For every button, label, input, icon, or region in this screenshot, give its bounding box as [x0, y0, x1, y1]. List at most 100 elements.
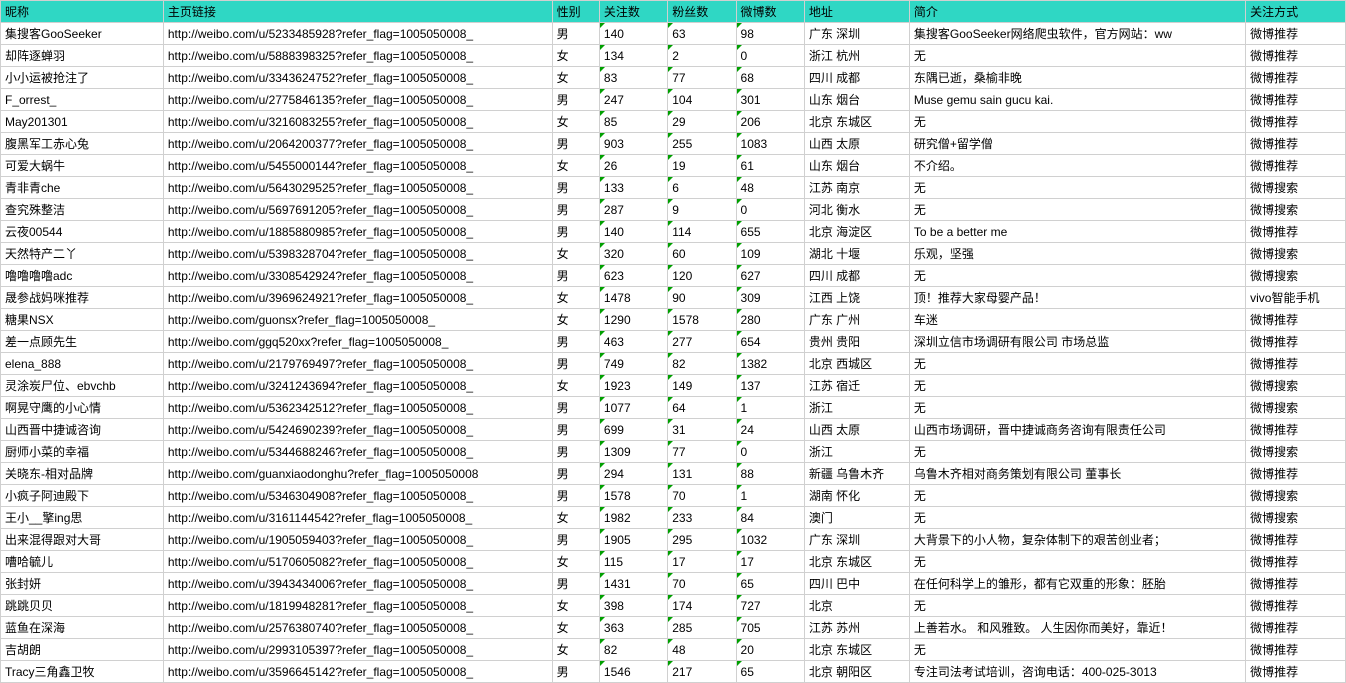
cell-addr[interactable]: 新疆 乌鲁木齐 [804, 463, 909, 485]
table-row[interactable]: 山西晋中捷诚咨询http://weibo.com/u/5424690239?re… [1, 419, 1346, 441]
cell-bio[interactable]: 乐观，坚强 [909, 243, 1245, 265]
cell-url[interactable]: http://weibo.com/u/3161144542?refer_flag… [163, 507, 552, 529]
table-row[interactable]: 关晓东-相对品牌http://weibo.com/guanxiaodonghu?… [1, 463, 1346, 485]
cell-follow[interactable]: 1982 [599, 507, 667, 529]
cell-weibo[interactable]: 48 [736, 177, 804, 199]
cell-name[interactable]: 吉胡朗 [1, 639, 164, 661]
cell-name[interactable]: 糖果NSX [1, 309, 164, 331]
cell-weibo[interactable]: 1032 [736, 529, 804, 551]
cell-method[interactable]: 微博搜索 [1246, 243, 1346, 265]
col-header-follow[interactable]: 关注数 [599, 1, 667, 23]
cell-bio[interactable]: 乌鲁木齐相对商务策划有限公司 董事长 [909, 463, 1245, 485]
cell-method[interactable]: 微博推荐 [1246, 155, 1346, 177]
cell-follow[interactable]: 133 [599, 177, 667, 199]
cell-gender[interactable]: 男 [552, 353, 599, 375]
cell-bio[interactable]: 不介绍。 [909, 155, 1245, 177]
cell-method[interactable]: 微博推荐 [1246, 45, 1346, 67]
cell-fans[interactable]: 114 [668, 221, 736, 243]
cell-addr[interactable]: 北京 海淀区 [804, 221, 909, 243]
cell-addr[interactable]: 浙江 杭州 [804, 45, 909, 67]
cell-url[interactable]: http://weibo.com/u/2576380740?refer_flag… [163, 617, 552, 639]
cell-name[interactable]: 晟参战妈咪推荐 [1, 287, 164, 309]
cell-weibo[interactable]: 65 [736, 661, 804, 683]
cell-bio[interactable]: 无 [909, 551, 1245, 573]
cell-fans[interactable]: 6 [668, 177, 736, 199]
cell-follow[interactable]: 82 [599, 639, 667, 661]
cell-name[interactable]: May201301 [1, 111, 164, 133]
cell-name[interactable]: 可爱大蜗牛 [1, 155, 164, 177]
cell-weibo[interactable]: 705 [736, 617, 804, 639]
cell-method[interactable]: 微博推荐 [1246, 595, 1346, 617]
table-row[interactable]: 噜噜噜噜adchttp://weibo.com/u/3308542924?ref… [1, 265, 1346, 287]
cell-method[interactable]: 微博推荐 [1246, 67, 1346, 89]
cell-url[interactable]: http://weibo.com/u/3596645142?refer_flag… [163, 661, 552, 683]
cell-fans[interactable]: 131 [668, 463, 736, 485]
cell-gender[interactable]: 男 [552, 89, 599, 111]
cell-addr[interactable]: 澳门 [804, 507, 909, 529]
cell-addr[interactable]: 江苏 南京 [804, 177, 909, 199]
cell-fans[interactable]: 1578 [668, 309, 736, 331]
cell-fans[interactable]: 295 [668, 529, 736, 551]
cell-name[interactable]: 噜噜噜噜adc [1, 265, 164, 287]
table-row[interactable]: 嘈哈毓儿http://weibo.com/u/5170605082?refer_… [1, 551, 1346, 573]
cell-weibo[interactable]: 61 [736, 155, 804, 177]
table-row[interactable]: 腹黑军工赤心兔http://weibo.com/u/2064200377?ref… [1, 133, 1346, 155]
cell-fans[interactable]: 174 [668, 595, 736, 617]
cell-fans[interactable]: 2 [668, 45, 736, 67]
cell-bio[interactable]: 无 [909, 265, 1245, 287]
cell-follow[interactable]: 320 [599, 243, 667, 265]
cell-bio[interactable]: 深圳立信市场调研有限公司 市场总监 [909, 331, 1245, 353]
cell-bio[interactable]: 无 [909, 441, 1245, 463]
table-row[interactable]: Tracy三角鑫卫牧http://weibo.com/u/3596645142?… [1, 661, 1346, 683]
cell-follow[interactable]: 623 [599, 265, 667, 287]
cell-weibo[interactable]: 1 [736, 485, 804, 507]
cell-method[interactable]: 微博推荐 [1246, 133, 1346, 155]
cell-gender[interactable]: 女 [552, 243, 599, 265]
cell-url[interactable]: http://weibo.com/u/5888398325?refer_flag… [163, 45, 552, 67]
cell-gender[interactable]: 女 [552, 551, 599, 573]
table-row[interactable]: May201301http://weibo.com/u/3216083255?r… [1, 111, 1346, 133]
cell-addr[interactable]: 北京 东城区 [804, 111, 909, 133]
cell-bio[interactable]: 无 [909, 485, 1245, 507]
cell-follow[interactable]: 247 [599, 89, 667, 111]
cell-bio[interactable]: 无 [909, 177, 1245, 199]
cell-gender[interactable]: 男 [552, 199, 599, 221]
cell-bio[interactable]: 在任何科学上的雏形，都有它双重的形象：胚胎 [909, 573, 1245, 595]
cell-fans[interactable]: 70 [668, 573, 736, 595]
cell-name[interactable]: 却阵逐蝉羽 [1, 45, 164, 67]
cell-name[interactable]: 跳跳贝贝 [1, 595, 164, 617]
cell-follow[interactable]: 26 [599, 155, 667, 177]
cell-fans[interactable]: 149 [668, 375, 736, 397]
cell-method[interactable]: 微博推荐 [1246, 617, 1346, 639]
cell-bio[interactable]: 顶！推荐大家母婴产品！ [909, 287, 1245, 309]
cell-gender[interactable]: 男 [552, 529, 599, 551]
cell-gender[interactable]: 女 [552, 507, 599, 529]
cell-weibo[interactable]: 88 [736, 463, 804, 485]
cell-weibo[interactable]: 0 [736, 45, 804, 67]
cell-weibo[interactable]: 280 [736, 309, 804, 331]
cell-url[interactable]: http://weibo.com/u/5170605082?refer_flag… [163, 551, 552, 573]
cell-url[interactable]: http://weibo.com/u/2775846135?refer_flag… [163, 89, 552, 111]
table-row[interactable]: 晟参战妈咪推荐http://weibo.com/u/3969624921?ref… [1, 287, 1346, 309]
table-row[interactable]: 蓝鱼在深海http://weibo.com/u/2576380740?refer… [1, 617, 1346, 639]
table-row[interactable]: elena_888http://weibo.com/u/2179769497?r… [1, 353, 1346, 375]
cell-name[interactable]: 嘈哈毓儿 [1, 551, 164, 573]
cell-method[interactable]: 微博推荐 [1246, 221, 1346, 243]
cell-url[interactable]: http://weibo.com/u/3308542924?refer_flag… [163, 265, 552, 287]
cell-weibo[interactable]: 309 [736, 287, 804, 309]
cell-bio[interactable]: 无 [909, 199, 1245, 221]
cell-bio[interactable]: 无 [909, 639, 1245, 661]
cell-weibo[interactable]: 654 [736, 331, 804, 353]
cell-fans[interactable]: 82 [668, 353, 736, 375]
cell-url[interactable]: http://weibo.com/u/1905059403?refer_flag… [163, 529, 552, 551]
cell-name[interactable]: 蓝鱼在深海 [1, 617, 164, 639]
cell-bio[interactable]: 无 [909, 353, 1245, 375]
cell-bio[interactable]: 上善若水。 和风雅致。 人生因你而美好，靠近！ [909, 617, 1245, 639]
cell-name[interactable]: 出来混得跟对大哥 [1, 529, 164, 551]
cell-url[interactable]: http://weibo.com/guanxiaodonghu?refer_fl… [163, 463, 552, 485]
cell-url[interactable]: http://weibo.com/u/5362342512?refer_flag… [163, 397, 552, 419]
cell-follow[interactable]: 83 [599, 67, 667, 89]
table-row[interactable]: 可爱大蜗牛http://weibo.com/u/5455000144?refer… [1, 155, 1346, 177]
cell-addr[interactable]: 广东 深圳 [804, 23, 909, 45]
cell-method[interactable]: 微博推荐 [1246, 463, 1346, 485]
